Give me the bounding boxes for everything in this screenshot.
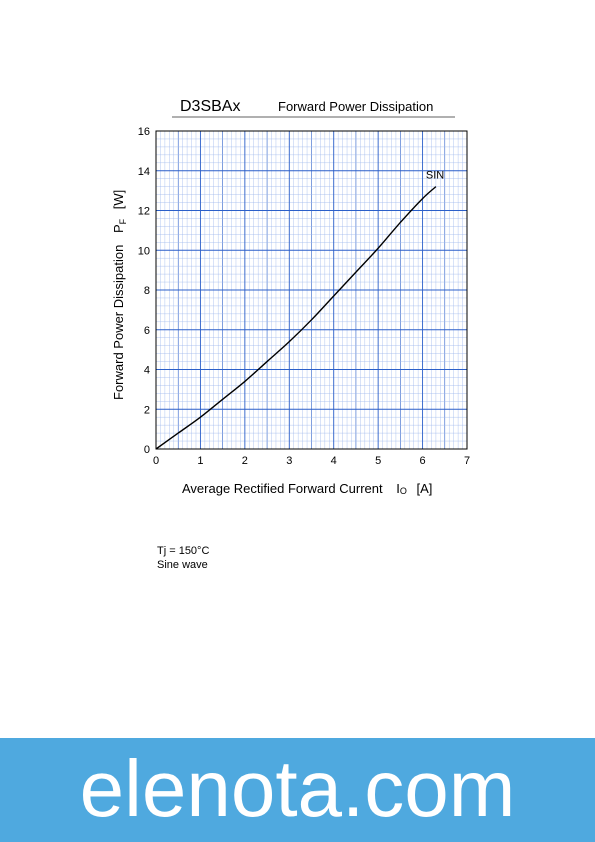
- chart-title: D3SBAx: [180, 98, 240, 115]
- y-tick-labels: 0 2 4 6 8 10 12 14 16: [138, 126, 150, 456]
- y-tick-label: 14: [138, 166, 150, 178]
- conditions-note: Tj = 150°C Sine wave: [157, 544, 209, 572]
- x-axis-symbol: I: [396, 481, 400, 496]
- y-axis-symbol-sub: F: [118, 218, 128, 224]
- y-tick-label: 2: [144, 404, 150, 416]
- y-axis-label: Forward Power Dissipation PF [W]: [111, 190, 129, 400]
- y-tick-label: 4: [144, 365, 150, 377]
- plot-frame: [155, 130, 468, 450]
- y-axis-unit: [W]: [111, 190, 126, 210]
- x-axis-label: Average Rectified Forward Current IO [A]: [182, 481, 432, 497]
- x-tick-label: 3: [286, 455, 292, 467]
- x-tick-label: 7: [464, 455, 470, 467]
- x-axis-unit: [A]: [417, 481, 433, 496]
- y-tick-label: 10: [138, 245, 150, 257]
- footer-watermark-text: elenota.com: [79, 744, 516, 833]
- x-axis-label-text: Average Rectified Forward Current: [182, 481, 383, 496]
- y-axis-label-text: Forward Power Dissipation: [111, 245, 126, 400]
- series-line-sin: [155, 186, 437, 450]
- condition-wave: Sine wave: [157, 559, 208, 571]
- y-axis-symbol: P: [111, 224, 126, 233]
- footer-banner: elenota.com: [0, 738, 595, 842]
- y-tick-label: 6: [144, 325, 150, 337]
- x-axis-symbol-sub: O: [400, 486, 407, 496]
- x-tick-label: 5: [375, 455, 381, 467]
- series-layer: SIN: [155, 170, 444, 450]
- condition-tj: Tj = 150°C: [157, 545, 210, 557]
- chart-subtitle: Forward Power Dissipation: [278, 99, 433, 114]
- y-tick-label: 16: [138, 126, 150, 138]
- y-tick-label: 8: [144, 285, 150, 297]
- x-tick-label: 2: [242, 455, 248, 467]
- y-tick-label: 0: [144, 444, 150, 456]
- y-tick-label: 12: [138, 206, 150, 218]
- x-tick-label: 0: [153, 455, 159, 467]
- x-tick-label: 6: [420, 455, 426, 467]
- x-tick-label: 4: [331, 455, 337, 467]
- x-tick-label: 1: [197, 455, 203, 467]
- series-label-sin: SIN: [426, 170, 444, 182]
- x-tick-labels: 0 1 2 3 4 5 6 7: [153, 455, 470, 467]
